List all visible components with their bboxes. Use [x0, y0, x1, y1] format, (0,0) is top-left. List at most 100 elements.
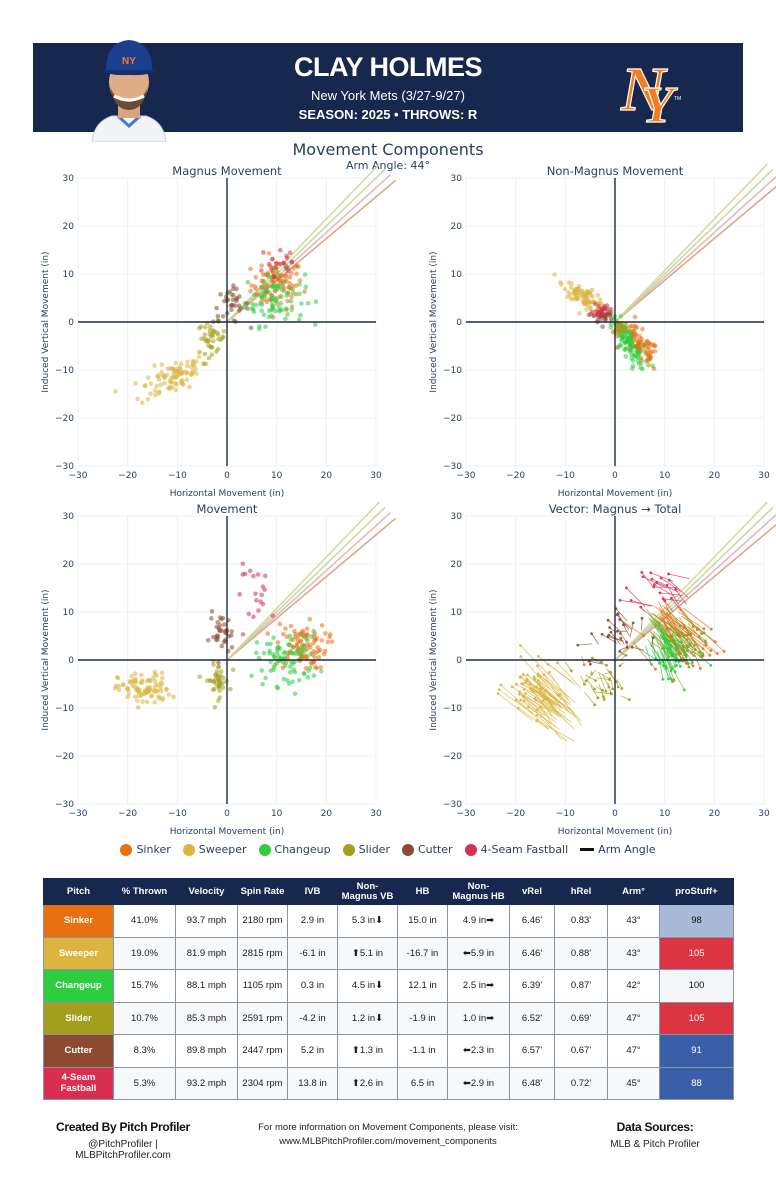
series-slider — [564, 653, 631, 707]
vector-head — [600, 632, 604, 636]
table-cell-pct: 5.3% — [113, 1066, 176, 1100]
table-cell-arm: 47° — [607, 1001, 660, 1035]
vector-head — [687, 665, 691, 669]
vector-arrow — [653, 586, 678, 589]
vector-head — [533, 678, 537, 682]
y-tick-label: 30 — [63, 512, 75, 522]
data-point — [314, 635, 319, 641]
data-point — [260, 681, 265, 687]
data-point — [121, 682, 126, 687]
series-cutter — [210, 283, 254, 331]
table-cell-hb: -1.1 in — [397, 1034, 448, 1068]
vector-head — [671, 680, 674, 684]
data-point — [316, 648, 321, 654]
vector-head — [670, 596, 673, 600]
data-point — [618, 313, 623, 319]
vector-head — [674, 646, 678, 649]
vector-arrow — [538, 675, 568, 703]
vector-head — [619, 632, 622, 635]
info-link[interactable]: www.MLBPitchProfiler.com/movement_compon… — [279, 1136, 497, 1147]
table-cell-hrel: 0.69' — [554, 1001, 608, 1035]
y-tick-label: 20 — [63, 560, 75, 570]
vector-head — [519, 698, 523, 702]
vector-arrow — [647, 638, 664, 662]
data-point — [254, 598, 259, 603]
vector-head — [670, 644, 674, 648]
vector-arrow — [523, 700, 546, 717]
vector-arrow — [679, 608, 694, 627]
arm-angle-line — [226, 506, 386, 661]
vector-arrow — [608, 634, 624, 643]
data-point — [162, 380, 167, 386]
data-point — [245, 306, 250, 311]
legend-label: Cutter — [417, 843, 453, 856]
plot-area: −30−30 −20 −20 −10 −10 0 0 10 10 20 20 30 30 — [443, 501, 776, 819]
table-row: Sweeper 19.0% 81.9 mph 2815 rpm -6.1 in ⬆5.1 … — [43, 936, 734, 970]
table-row: Cutter 8.3% 89.8 mph 2447 rpm 5.2 in ⬆1.3 in -… — [43, 1034, 734, 1068]
vector-head — [593, 703, 597, 707]
vector-arrow — [598, 673, 607, 692]
vector-head — [514, 682, 518, 686]
vector-head — [593, 687, 597, 691]
vector-arrow — [671, 597, 682, 611]
data-point — [142, 382, 148, 388]
team-dates: New York Mets (3/27-9/27) — [311, 88, 465, 103]
data-point — [217, 673, 223, 679]
data-point — [250, 301, 255, 307]
data-point — [629, 356, 634, 361]
vector-arrow — [522, 683, 558, 706]
y-tick-label: 10 — [63, 270, 75, 280]
data-point — [586, 299, 592, 304]
x-tick-label: 0 — [612, 471, 618, 481]
table-cell-pct: 15.7% — [113, 969, 176, 1003]
data-point — [627, 343, 633, 348]
data-point — [643, 358, 649, 364]
data-point — [240, 572, 246, 577]
pitch-name-cell: Cutter — [43, 1034, 114, 1068]
table-cell-nmvb: 4.5 in⬇ — [337, 969, 398, 1003]
data-point — [277, 621, 283, 627]
table-cell-velo: 81.9 mph — [175, 936, 238, 970]
data-point — [629, 323, 634, 329]
legend-item: Slider — [342, 843, 390, 856]
vector-arrow — [526, 680, 561, 708]
vector-head — [496, 692, 500, 695]
vector-head — [608, 678, 612, 681]
data-point — [207, 328, 213, 333]
data-point — [179, 377, 185, 383]
data-point — [256, 608, 261, 613]
svg-text:N: N — [620, 56, 668, 124]
vector-head — [678, 664, 682, 668]
data-point — [133, 381, 138, 386]
table-cell-hrel: 0.83' — [554, 904, 608, 938]
data-point — [630, 363, 636, 369]
vector-head — [625, 645, 629, 649]
vector-arrow — [533, 678, 551, 702]
table-cell-vrel: 6.48' — [509, 1066, 555, 1100]
vector-head — [522, 687, 526, 691]
data-point — [608, 325, 614, 330]
svg-text:TM: TM — [674, 96, 681, 102]
pitch-name-cell: Sinker — [43, 904, 114, 938]
data-point — [135, 688, 141, 694]
vector-head — [541, 698, 545, 702]
data-point — [228, 303, 234, 309]
table-cell-hb: -16.7 in — [397, 936, 448, 970]
vector-head — [582, 663, 586, 667]
vector-head — [690, 651, 694, 655]
vector-head — [524, 692, 527, 695]
data-point — [262, 573, 268, 579]
data-point — [202, 351, 208, 357]
arm-angle-line — [614, 185, 776, 323]
vector-head — [641, 575, 645, 579]
data-point — [260, 285, 266, 291]
data-point — [294, 649, 300, 654]
table-cell-arm: 43° — [607, 936, 660, 970]
data-point — [607, 306, 613, 312]
player-headshot-icon: NY — [91, 40, 167, 142]
y-tick-label: 30 — [451, 174, 463, 184]
data-point — [229, 629, 235, 634]
table-cell-vrel: 6.57' — [509, 1034, 555, 1068]
vector-arrow — [596, 677, 610, 680]
y-tick-label: 0 — [456, 318, 462, 328]
